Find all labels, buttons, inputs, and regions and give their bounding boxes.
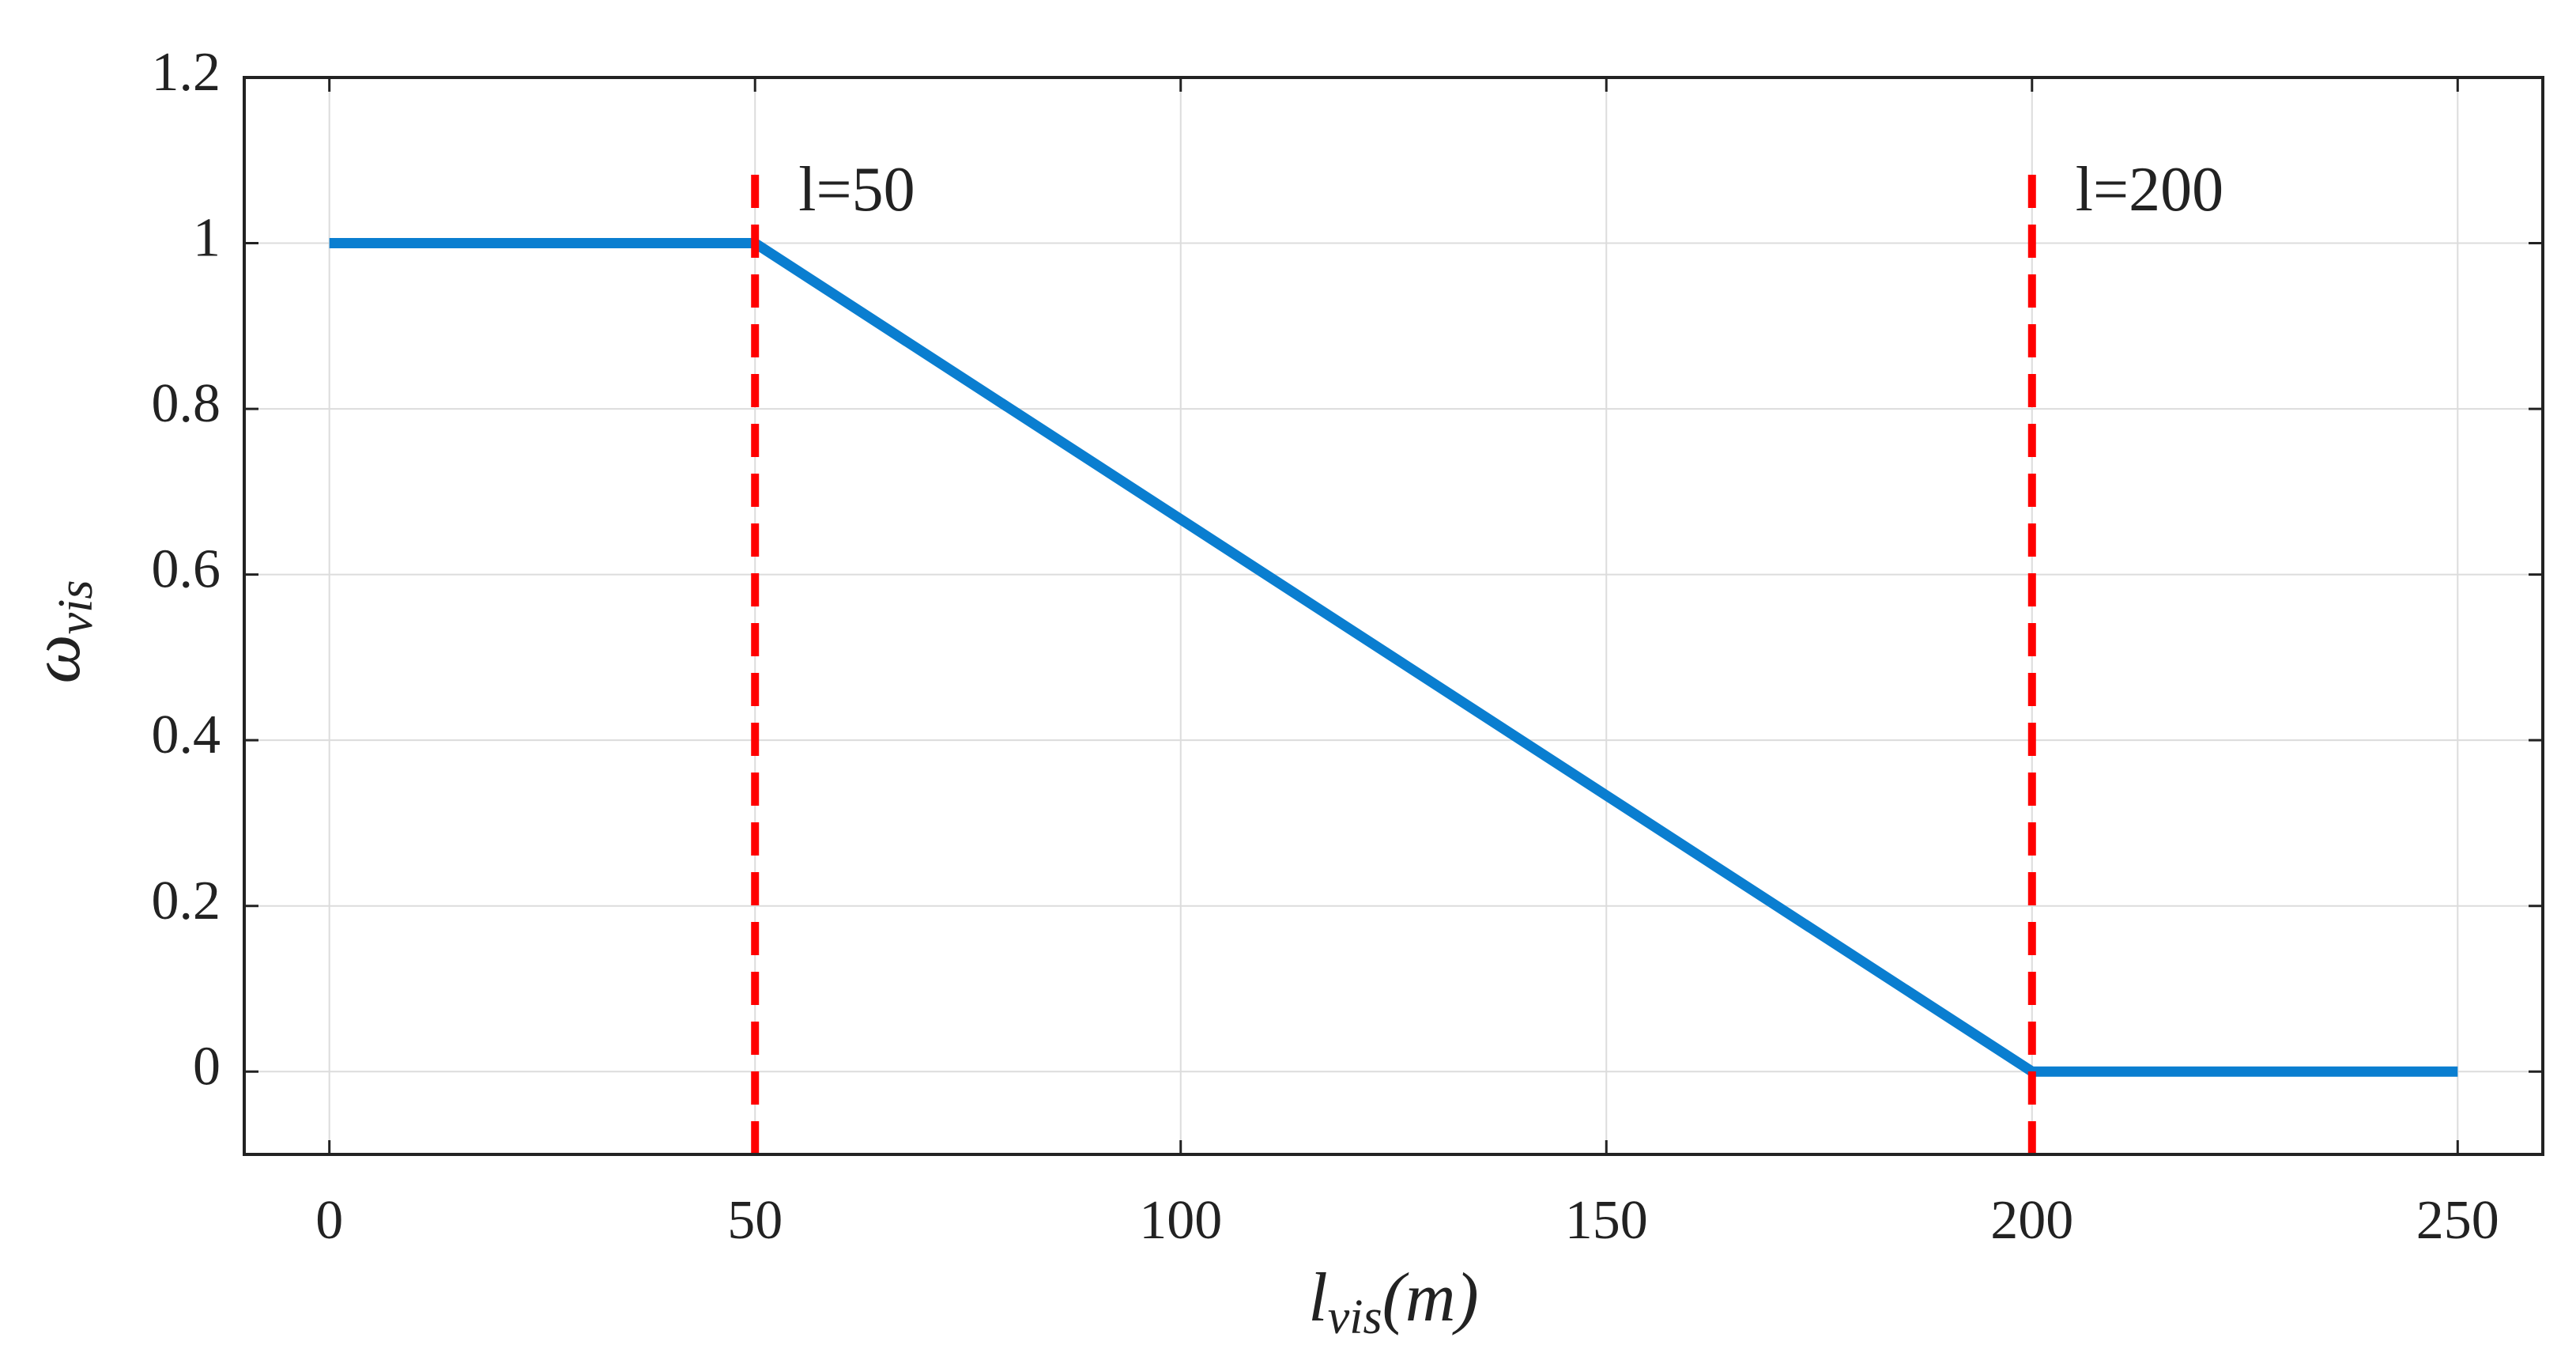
x-tick-label: 50 (727, 1190, 783, 1251)
y-tick-label: 0 (193, 1036, 221, 1097)
y-tick-label: 0.4 (152, 705, 221, 765)
y-tick-label: 1.2 (152, 42, 221, 103)
annotation: l=200 (2076, 155, 2223, 225)
x-label-rest: (m) (1382, 1260, 1479, 1336)
x-tick-label: 200 (1990, 1190, 2073, 1251)
y-tick-label: 0.2 (152, 871, 221, 931)
y-label-main: ω (18, 634, 95, 683)
y-tick-label: 0.8 (152, 373, 221, 434)
y-tick-label: 0.6 (152, 539, 221, 600)
x-label-main: l (1308, 1260, 1327, 1336)
y-axis-label: ωvis (18, 580, 103, 683)
x-tick-label: 0 (315, 1190, 343, 1251)
x-tick-label: 250 (2416, 1190, 2499, 1251)
annotation: l=50 (798, 155, 915, 225)
x-tick-label: 150 (1565, 1190, 1648, 1251)
x-axis-label: lvis(m) (1308, 1260, 1479, 1344)
x-tick-label: 100 (1139, 1190, 1222, 1251)
axes-box (243, 76, 2544, 1156)
data-line (329, 238, 2458, 1077)
y-label-sub: vis (49, 580, 103, 634)
y-tick-label: 1 (193, 208, 221, 269)
x-label-sub: vis (1328, 1290, 1382, 1344)
